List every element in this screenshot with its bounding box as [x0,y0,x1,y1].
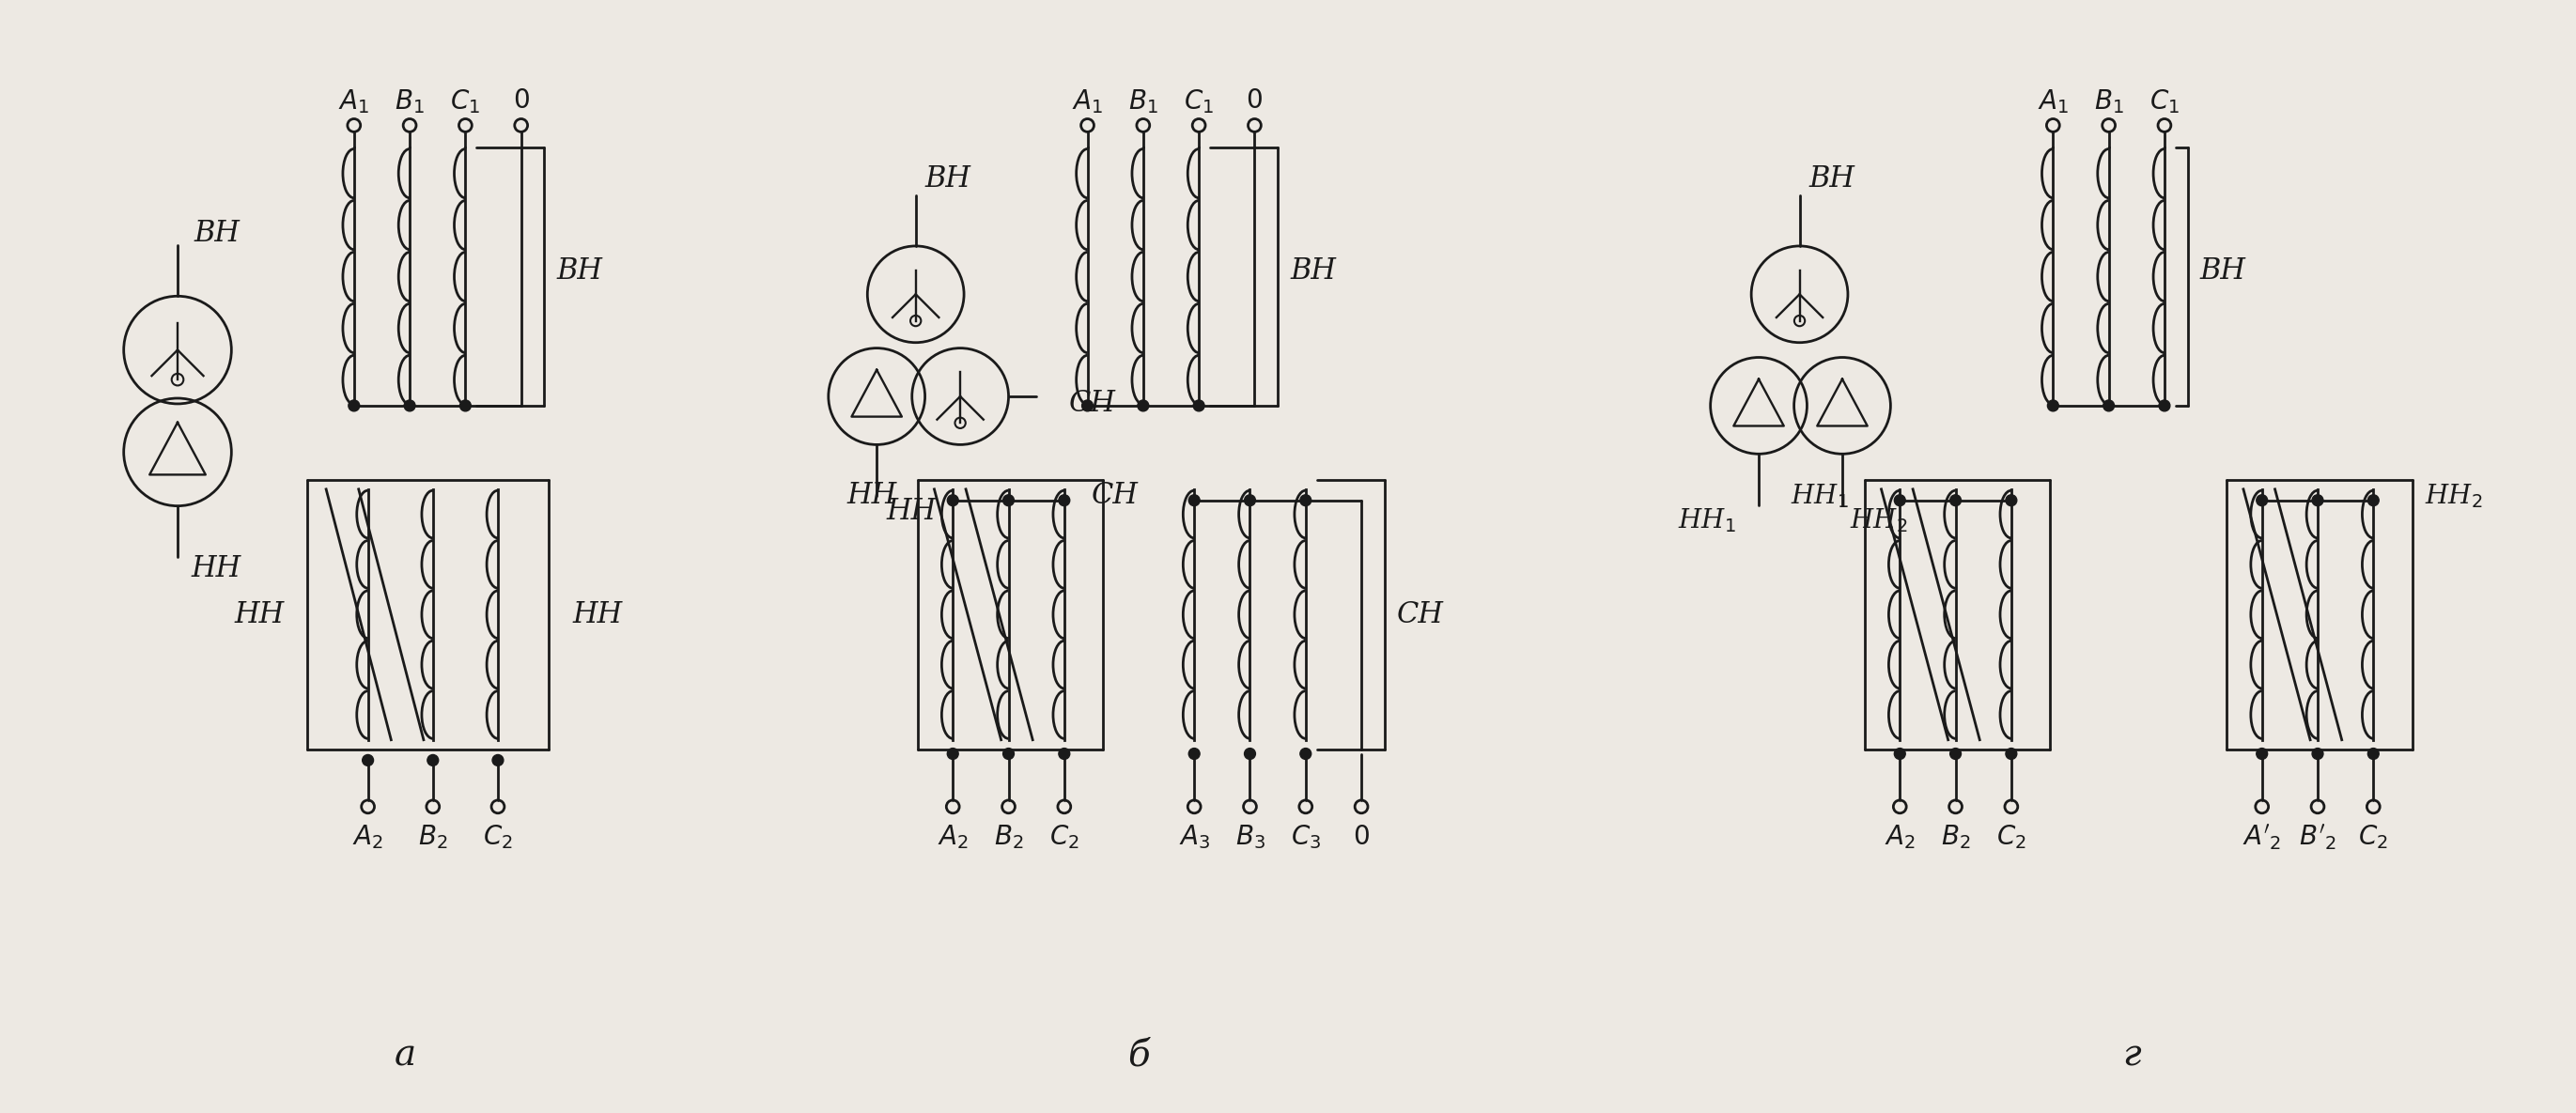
Circle shape [1301,748,1311,759]
Circle shape [428,755,438,766]
Text: $0$: $0$ [1247,89,1262,114]
Circle shape [2048,400,2058,411]
Text: $B_2$: $B_2$ [417,824,448,851]
Circle shape [1301,495,1311,506]
Circle shape [1139,400,1149,411]
Circle shape [1193,400,1206,411]
Text: $A_1$: $A_1$ [1072,87,1103,116]
Circle shape [348,400,361,411]
Text: СН: СН [1069,390,1115,418]
Circle shape [404,400,415,411]
Text: $B_1$: $B_1$ [1128,87,1159,116]
Circle shape [1059,748,1069,759]
Circle shape [363,755,374,766]
Text: ВН: ВН [2200,256,2246,286]
Circle shape [948,495,958,506]
Text: $C_3$: $C_3$ [1291,824,1321,851]
Text: $B_1$: $B_1$ [394,87,425,116]
Text: $A_3$: $A_3$ [1180,824,1211,851]
Text: НН: НН [886,496,935,526]
Text: ВН: ВН [1291,256,1337,286]
Text: ВН: ВН [1808,165,1855,194]
Text: $A_2$: $A_2$ [353,824,384,851]
Circle shape [1950,748,1960,759]
Circle shape [2257,495,2267,506]
Text: $C_2$: $C_2$ [1048,824,1079,851]
Text: г: г [2123,1038,2141,1073]
Circle shape [1950,495,1960,506]
Text: НН$_2$: НН$_2$ [2424,482,2483,510]
Circle shape [1188,495,1200,506]
Circle shape [1893,748,1906,759]
Text: $0$: $0$ [1352,825,1370,850]
Circle shape [2367,748,2378,759]
Circle shape [1244,495,1255,506]
Text: $C_2$: $C_2$ [482,824,513,851]
Circle shape [2159,400,2169,411]
Circle shape [1244,748,1255,759]
Text: СН: СН [1396,600,1443,629]
Circle shape [2313,495,2324,506]
Text: $C_2$: $C_2$ [2360,824,2388,851]
Circle shape [2367,495,2378,506]
Circle shape [948,748,958,759]
Text: $C_1$: $C_1$ [2148,87,2179,116]
Text: НН$_1$: НН$_1$ [1790,482,1850,510]
Circle shape [2007,748,2017,759]
Text: ВН: ВН [193,218,240,247]
Text: $B_3$: $B_3$ [1234,824,1265,851]
Circle shape [492,755,502,766]
Text: ВН: ВН [925,165,971,194]
Circle shape [1059,495,1069,506]
Text: НН: НН [848,481,896,510]
Text: НН$_2$: НН$_2$ [1850,506,1906,534]
Circle shape [1082,400,1092,411]
Text: $B_2$: $B_2$ [994,824,1023,851]
Text: $A_1$: $A_1$ [2038,87,2069,116]
Text: НН: НН [191,554,242,583]
Text: НН: НН [572,600,623,629]
Text: б: б [1128,1038,1149,1073]
Text: $C_1$: $C_1$ [451,87,482,116]
Text: $C_2$: $C_2$ [1996,824,2027,851]
Text: $B_2$: $B_2$ [1940,824,1971,851]
Text: ВН: ВН [556,256,603,286]
Circle shape [1893,495,1906,506]
Text: $B'_2$: $B'_2$ [2298,823,2336,853]
Text: $A'_2$: $A'_2$ [2244,823,2282,853]
Circle shape [2257,748,2267,759]
Text: $B_1$: $B_1$ [2094,87,2123,116]
Text: $A_2$: $A_2$ [1886,824,1917,851]
Circle shape [1002,495,1015,506]
Text: НН$_1$: НН$_1$ [1677,506,1736,534]
Text: $0$: $0$ [513,89,531,114]
Circle shape [2102,400,2115,411]
Circle shape [1188,748,1200,759]
Text: а: а [394,1038,415,1073]
Text: НН: НН [234,600,283,629]
Text: СН: СН [1092,481,1139,510]
Circle shape [2313,748,2324,759]
Text: $A_2$: $A_2$ [938,824,969,851]
Text: $A_1$: $A_1$ [337,87,368,116]
Circle shape [2007,495,2017,506]
Circle shape [461,400,471,411]
Text: $C_1$: $C_1$ [1185,87,1213,116]
Circle shape [1002,748,1015,759]
